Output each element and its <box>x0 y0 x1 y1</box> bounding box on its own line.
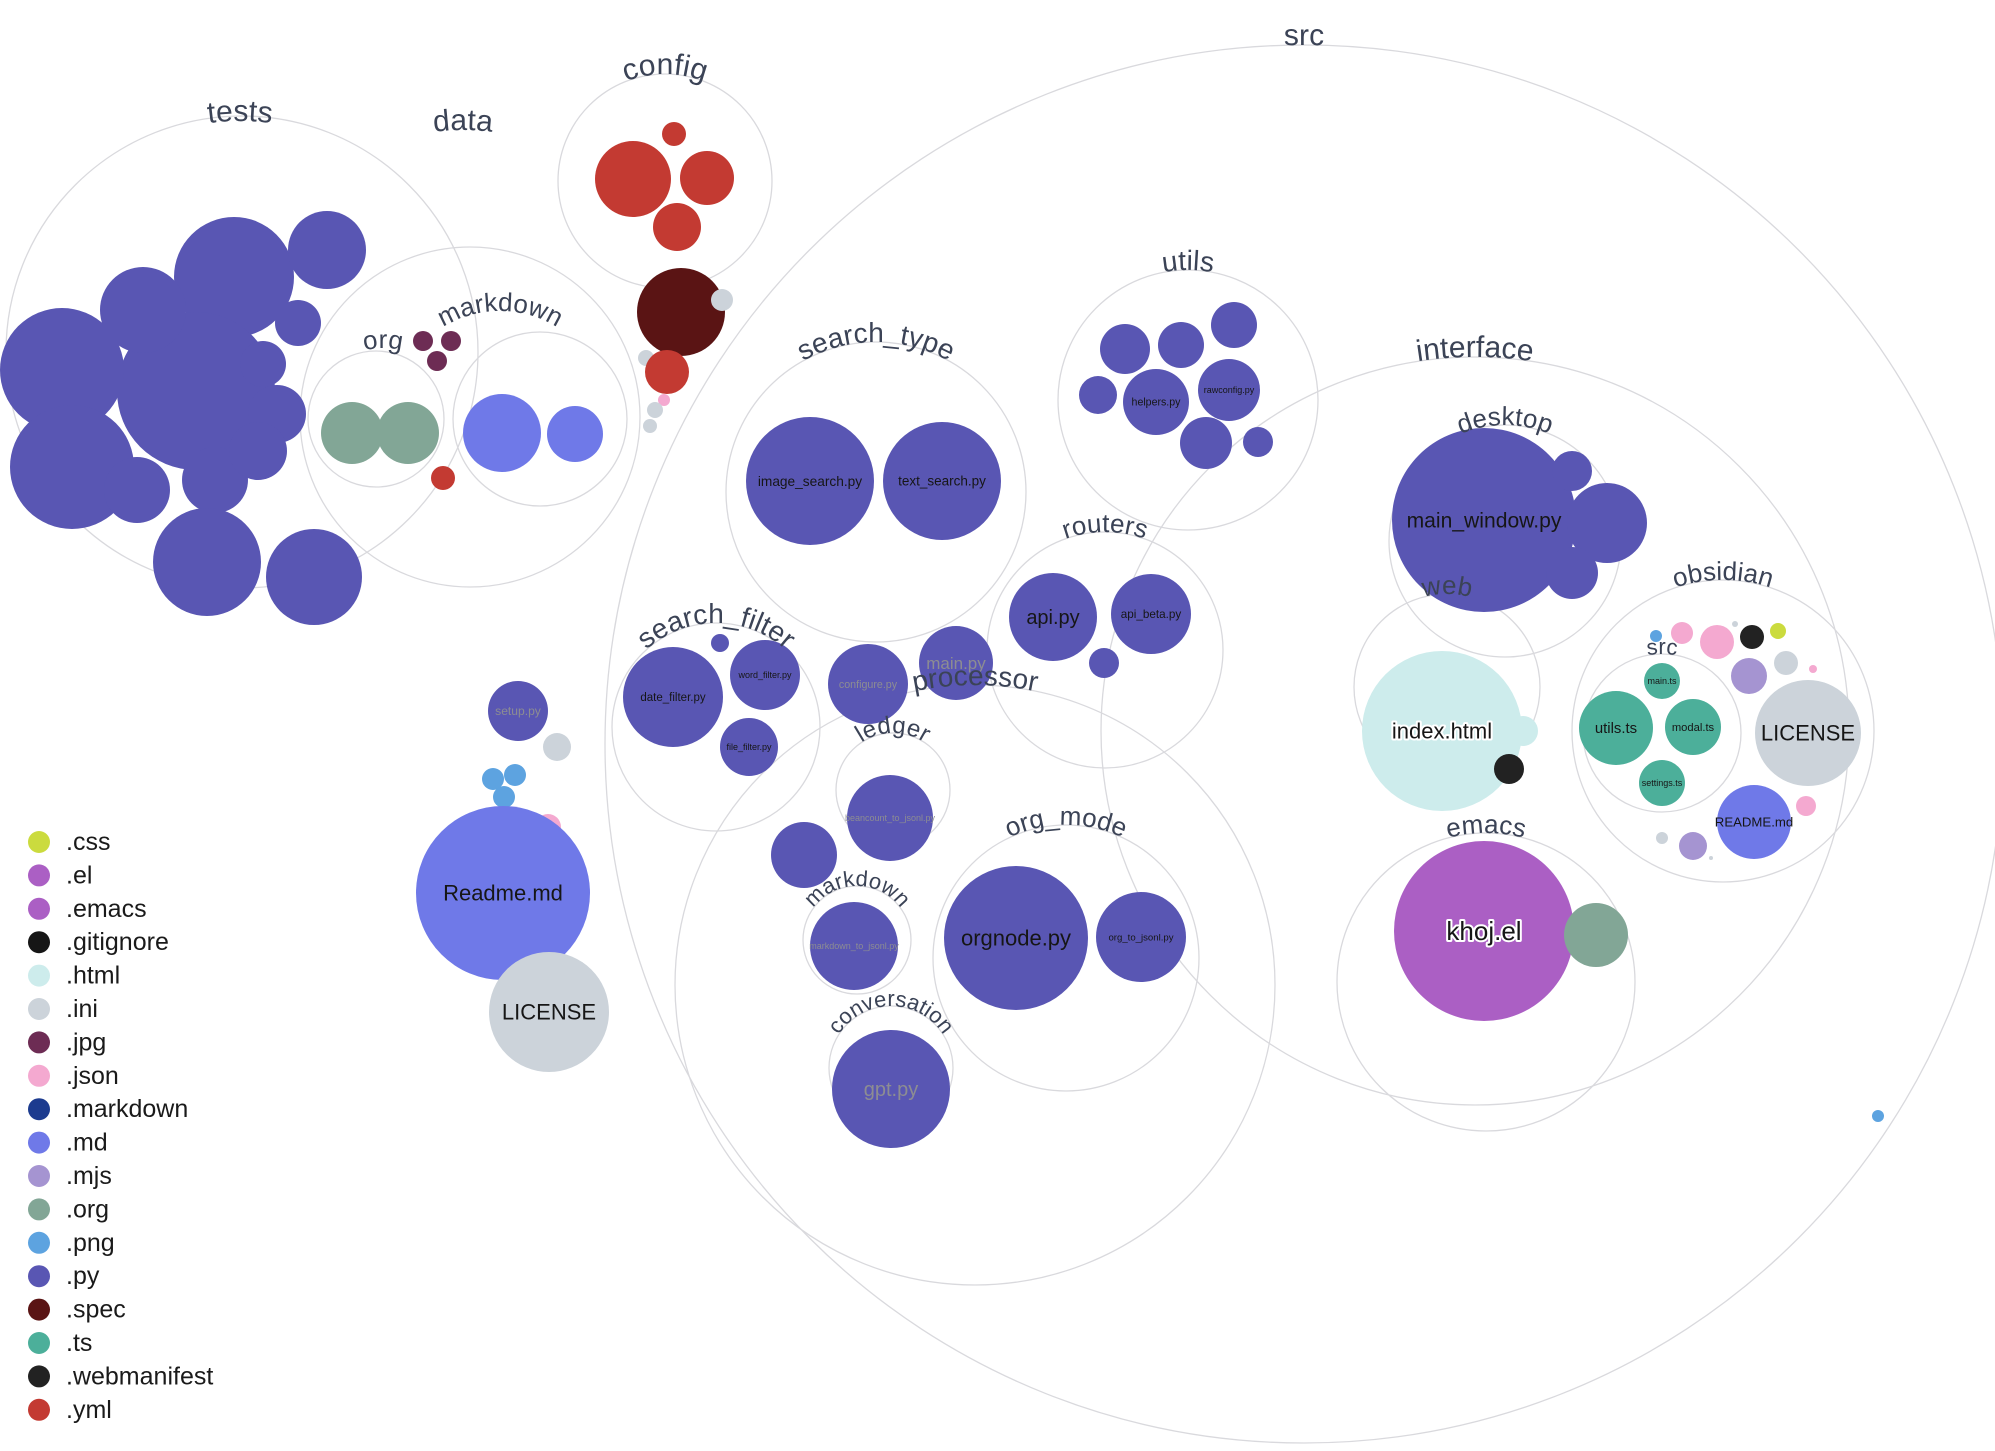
svg-text:.gitignore: .gitignore <box>66 928 169 956</box>
svg-text:helpers.py: helpers.py <box>1132 397 1182 409</box>
svg-text:configure.py: configure.py <box>839 679 898 691</box>
svg-text:.webmanifest: .webmanifest <box>66 1362 213 1390</box>
svg-text:rawconfig.py: rawconfig.py <box>1204 385 1255 395</box>
svg-text:README.md: README.md <box>1715 815 1793 830</box>
svg-text:Readme.md: Readme.md <box>443 881 563 906</box>
svg-text:markdown_to_jsonl.py: markdown_to_jsonl.py <box>809 941 899 951</box>
svg-text:emacs: emacs <box>1443 809 1529 844</box>
svg-text:org: org <box>361 324 406 356</box>
svg-text:text_search.py: text_search.py <box>898 474 986 489</box>
svg-text:.mjs: .mjs <box>66 1162 112 1190</box>
svg-text:orgnode.py: orgnode.py <box>961 926 1071 951</box>
svg-text:.markdown: .markdown <box>66 1095 188 1123</box>
svg-text:settings.ts: settings.ts <box>1642 778 1683 788</box>
svg-text:LICENSE: LICENSE <box>1761 721 1855 746</box>
svg-text:.yml: .yml <box>66 1396 112 1424</box>
svg-text:index.html: index.html <box>1392 719 1492 744</box>
svg-text:org_to_jsonl.py: org_to_jsonl.py <box>1108 932 1173 943</box>
svg-text:.jpg: .jpg <box>66 1028 106 1056</box>
svg-text:src: src <box>1645 634 1679 660</box>
svg-text:gpt.py: gpt.py <box>864 1079 918 1101</box>
svg-text:.el: .el <box>66 861 92 889</box>
svg-text:.ini: .ini <box>66 995 98 1023</box>
svg-text:api_beta.py: api_beta.py <box>1121 608 1182 621</box>
svg-text:setup.py: setup.py <box>495 704 542 718</box>
svg-text:.ts: .ts <box>66 1329 92 1357</box>
svg-text:LICENSE: LICENSE <box>502 1000 596 1025</box>
svg-text:utils.ts: utils.ts <box>1595 721 1637 737</box>
svg-text:.md: .md <box>66 1129 108 1157</box>
svg-text:src: src <box>1284 19 1325 52</box>
svg-text:khoj.el: khoj.el <box>1446 916 1521 946</box>
svg-text:web: web <box>1419 570 1475 603</box>
svg-text:file_filter.py: file_filter.py <box>726 742 772 752</box>
svg-text:date_filter.py: date_filter.py <box>640 692 705 704</box>
svg-text:word_filter.py: word_filter.py <box>737 670 792 680</box>
svg-text:main_window.py: main_window.py <box>1407 509 1562 532</box>
svg-text:.png: .png <box>66 1229 115 1257</box>
svg-text:.json: .json <box>66 1062 119 1090</box>
svg-text:image_search.py: image_search.py <box>758 474 862 489</box>
svg-text:modal.ts: modal.ts <box>1672 722 1715 734</box>
svg-text:data: data <box>431 104 494 139</box>
svg-text:.emacs: .emacs <box>66 895 147 923</box>
svg-text:.py: .py <box>66 1262 100 1290</box>
svg-text:utils: utils <box>1160 245 1216 278</box>
svg-text:beancount_to_jsonl.py: beancount_to_jsonl.py <box>845 813 936 823</box>
svg-text:api.py: api.py <box>1026 607 1079 629</box>
svg-text:interface: interface <box>1414 331 1536 368</box>
svg-text:.spec: .spec <box>66 1296 126 1324</box>
svg-text:.css: .css <box>66 828 110 856</box>
svg-text:.html: .html <box>66 962 120 990</box>
svg-text:main.ts: main.ts <box>1647 676 1677 686</box>
svg-text:.org: .org <box>66 1195 109 1223</box>
